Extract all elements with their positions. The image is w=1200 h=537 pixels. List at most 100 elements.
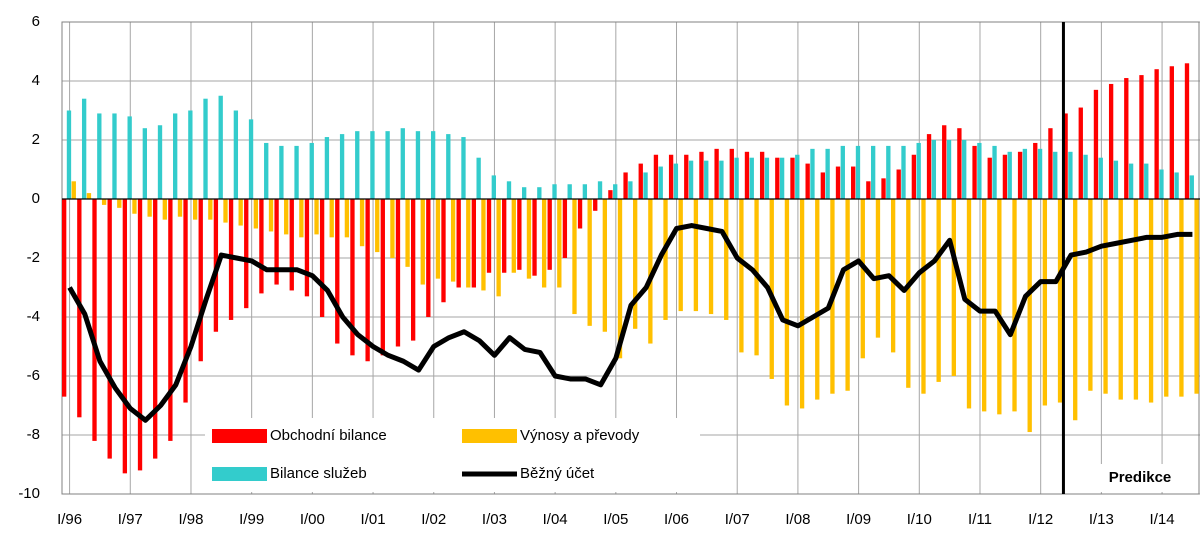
y-tick-label: 2	[32, 131, 40, 148]
bar	[896, 169, 901, 199]
bar	[537, 187, 542, 199]
x-tick-label: I/00	[300, 511, 325, 528]
bar	[881, 178, 886, 199]
bar	[203, 98, 208, 199]
bar	[1012, 199, 1017, 412]
x-tick-label: I/08	[785, 511, 810, 528]
bar	[132, 199, 137, 214]
bar	[1063, 113, 1068, 199]
bar	[860, 199, 865, 359]
bar	[957, 128, 962, 199]
y-tick-label: 6	[32, 13, 40, 30]
bar	[1148, 199, 1154, 403]
x-tick-label: I/02	[421, 511, 446, 528]
bar	[779, 157, 785, 199]
bar	[430, 131, 436, 199]
bar	[886, 145, 891, 199]
x-tick-label: I/05	[603, 511, 628, 528]
bar	[112, 113, 117, 199]
bar	[784, 199, 790, 406]
bar	[764, 157, 770, 199]
bar	[719, 160, 724, 199]
bar	[1124, 78, 1129, 199]
bar	[268, 199, 274, 232]
bar	[1174, 172, 1179, 199]
bar	[653, 154, 659, 199]
bar	[441, 199, 446, 303]
y-tick-label: -6	[27, 367, 40, 384]
bar	[309, 142, 314, 199]
bar	[936, 199, 941, 382]
bar	[86, 193, 92, 199]
bar	[450, 199, 456, 282]
bar	[1144, 163, 1149, 199]
bar	[390, 199, 395, 258]
bar	[684, 154, 689, 199]
bar	[410, 199, 416, 341]
bar	[289, 199, 294, 291]
bar	[92, 199, 97, 441]
bar	[1037, 148, 1043, 199]
bar	[1194, 199, 1199, 394]
bar	[208, 199, 213, 220]
bar	[678, 199, 683, 312]
y-tick-label: 4	[32, 72, 40, 89]
bar	[597, 181, 603, 199]
bar	[127, 116, 132, 199]
bar	[517, 199, 522, 270]
bar	[593, 199, 598, 211]
bar	[926, 134, 932, 199]
bar	[668, 154, 674, 199]
legend-label: Výnosy a převody	[520, 427, 640, 444]
bar	[244, 199, 249, 309]
y-tick-label: -2	[27, 249, 40, 266]
x-tick-label: I/10	[907, 511, 932, 528]
x-tick-label: I/99	[239, 511, 264, 528]
bar	[562, 199, 568, 258]
bar	[547, 199, 552, 270]
bar	[648, 199, 653, 344]
bar	[117, 199, 122, 208]
bar	[370, 131, 375, 199]
y-tick-label: -10	[18, 485, 40, 502]
bar	[339, 134, 345, 199]
bar	[1053, 151, 1058, 199]
bar	[147, 199, 152, 217]
bar	[890, 199, 896, 353]
bar	[395, 199, 401, 347]
bar	[714, 148, 719, 199]
bar	[264, 142, 269, 199]
bar	[122, 199, 128, 474]
bar	[577, 199, 583, 229]
bar	[602, 199, 608, 332]
bar	[506, 181, 512, 199]
bar	[324, 137, 330, 199]
bar	[1057, 199, 1063, 403]
bar	[107, 199, 112, 459]
bar	[1022, 148, 1028, 199]
bar	[663, 199, 668, 320]
x-tick-label: I/98	[178, 511, 203, 528]
bar	[415, 131, 421, 199]
bar	[380, 199, 385, 356]
bar	[1083, 154, 1088, 199]
bar	[223, 199, 228, 223]
bar	[673, 163, 679, 199]
bar	[188, 110, 193, 199]
bar	[866, 181, 871, 199]
y-tick-label: 0	[32, 190, 40, 207]
bar	[901, 145, 906, 199]
bar	[162, 199, 167, 220]
bar	[729, 148, 734, 199]
bar	[486, 199, 492, 273]
bar	[1073, 199, 1078, 421]
bar	[921, 199, 926, 394]
line-series	[67, 223, 1193, 423]
bar	[153, 199, 158, 459]
x-tick-label: I/14	[1150, 511, 1175, 528]
bar	[62, 199, 67, 397]
bar	[435, 199, 441, 279]
bar	[218, 95, 223, 199]
legend-swatch	[212, 429, 267, 443]
bar	[1093, 89, 1099, 199]
